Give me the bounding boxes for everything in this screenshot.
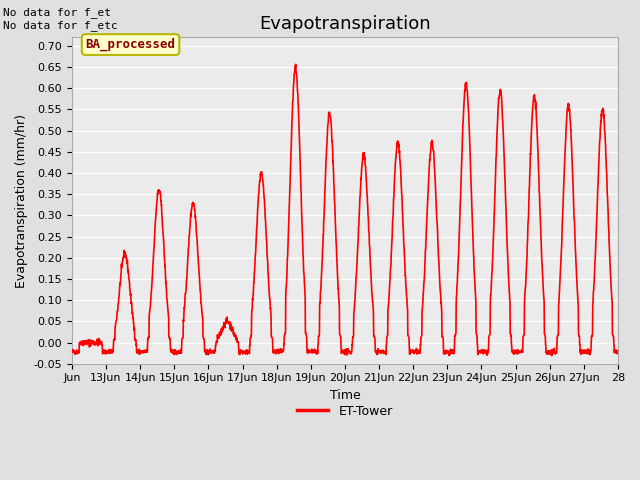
Title: Evapotranspiration: Evapotranspiration: [259, 15, 431, 33]
Y-axis label: Evapotranspiration (mm/hr): Evapotranspiration (mm/hr): [15, 114, 28, 288]
X-axis label: Time: Time: [330, 389, 360, 402]
Text: BA_processed: BA_processed: [86, 38, 175, 51]
Legend: ET-Tower: ET-Tower: [292, 400, 397, 423]
Text: No data for f_et
No data for f_etc: No data for f_et No data for f_etc: [3, 7, 118, 31]
